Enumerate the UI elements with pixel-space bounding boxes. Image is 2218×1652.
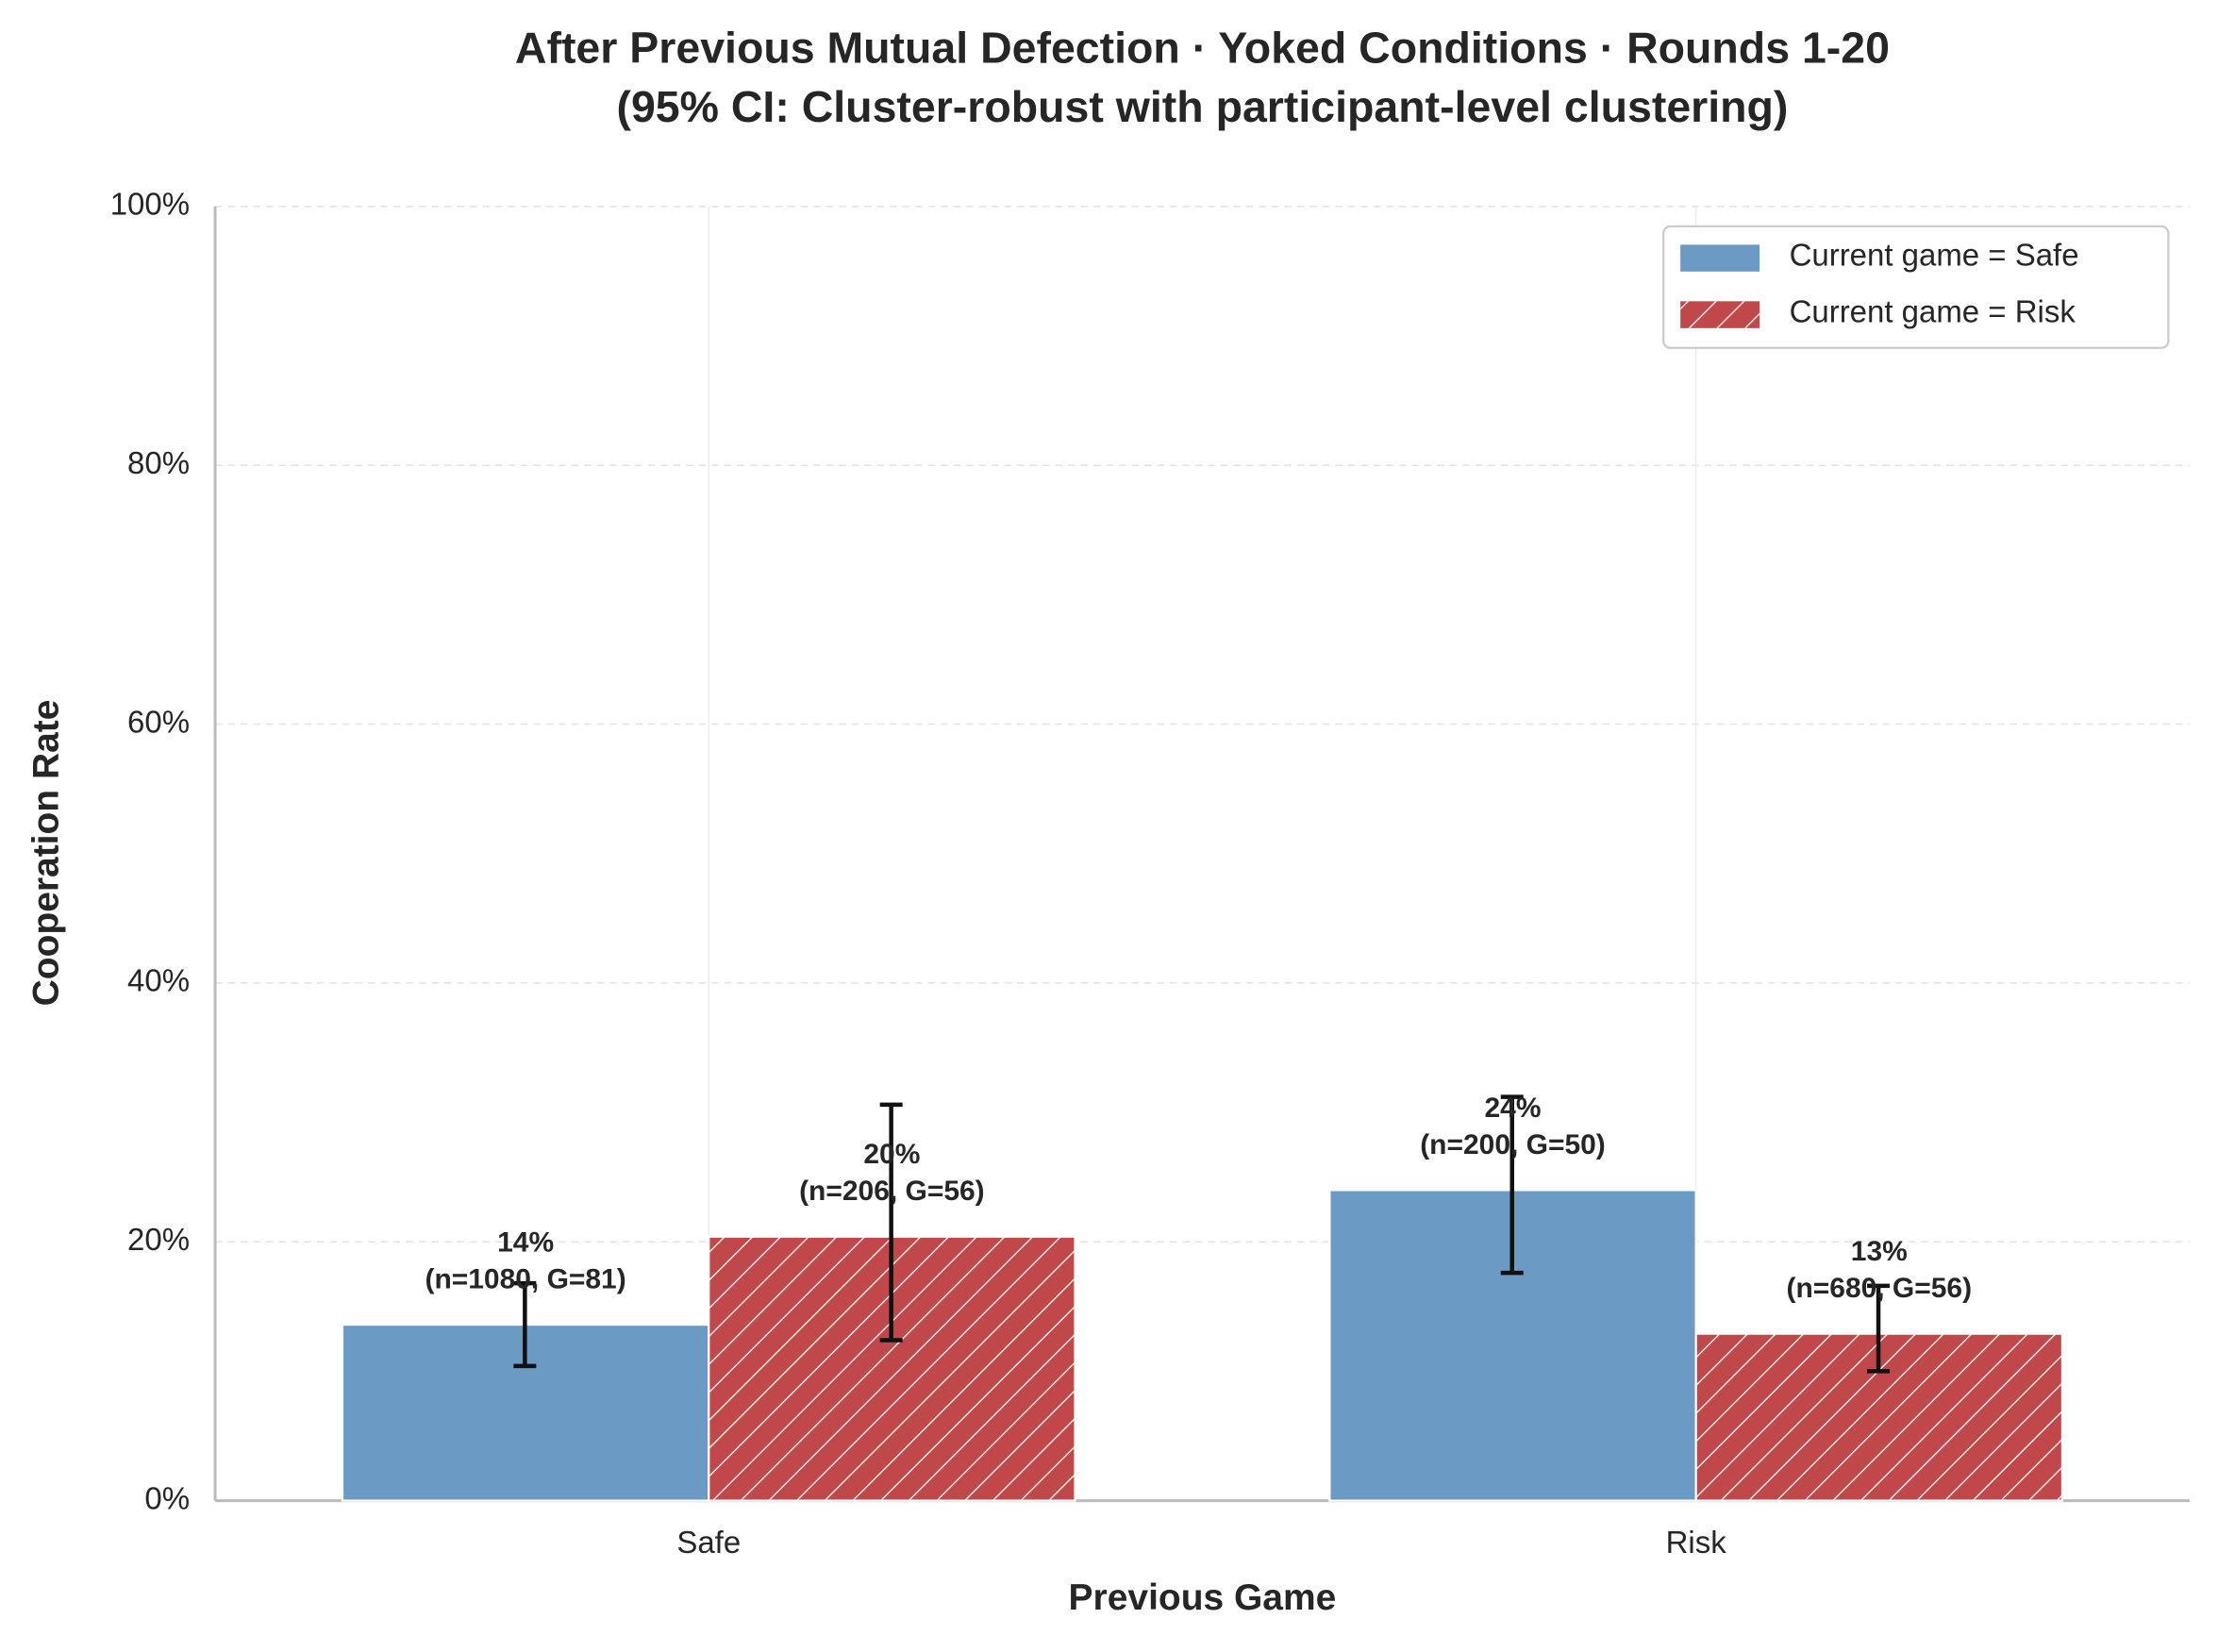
y-tick-label: 60%	[127, 704, 190, 739]
data-label: 13%	[1851, 1236, 1908, 1267]
data-annotation: (n=200, G=50)	[1420, 1129, 1606, 1160]
legend-swatch-hatch	[1680, 301, 1760, 328]
legend-label: Current game = Safe	[1790, 238, 2079, 273]
error-bar	[1500, 1094, 1524, 1276]
x-tick-label: Safe	[676, 1525, 741, 1560]
y-tick-label: 40%	[127, 963, 190, 998]
legend-swatch	[1680, 244, 1760, 272]
y-tick-label: 100%	[110, 187, 190, 222]
error-bar	[513, 1280, 537, 1369]
data-label: 24%	[1485, 1093, 1542, 1124]
data-label: 14%	[497, 1227, 554, 1259]
legend-box	[1662, 225, 2170, 349]
error-bar	[1867, 1283, 1891, 1374]
y-axis-label: Cooperation Rate	[25, 700, 66, 1007]
x-tick-label: Risk	[1666, 1525, 1727, 1560]
data-label: 20%	[863, 1139, 920, 1170]
plot-area: 0% 20% 40% 60% 80% 100% Safe Risk 14% (n=1080, G=…	[110, 187, 2190, 1560]
data-annotation: (n=206, G=56)	[799, 1176, 985, 1207]
y-tick-label: 0%	[144, 1480, 190, 1515]
error-bar	[879, 1102, 903, 1343]
x-axis-label: Previous Game	[1069, 1577, 1337, 1618]
legend-label: Current game = Risk	[1790, 294, 2076, 329]
legend: Current game = Safe Current game = Risk	[1662, 225, 2170, 349]
y-tick-label: 20%	[127, 1222, 190, 1257]
y-tick-label: 80%	[127, 445, 190, 480]
chart-title: After Previous Mutual Defection · Yoked …	[515, 23, 1890, 72]
data-annotation: (n=680, G=56)	[1786, 1273, 1972, 1304]
chart-subtitle: (95% CI: Cluster-robust with participant…	[616, 82, 1788, 131]
data-annotation: (n=1080, G=81)	[425, 1263, 625, 1294]
